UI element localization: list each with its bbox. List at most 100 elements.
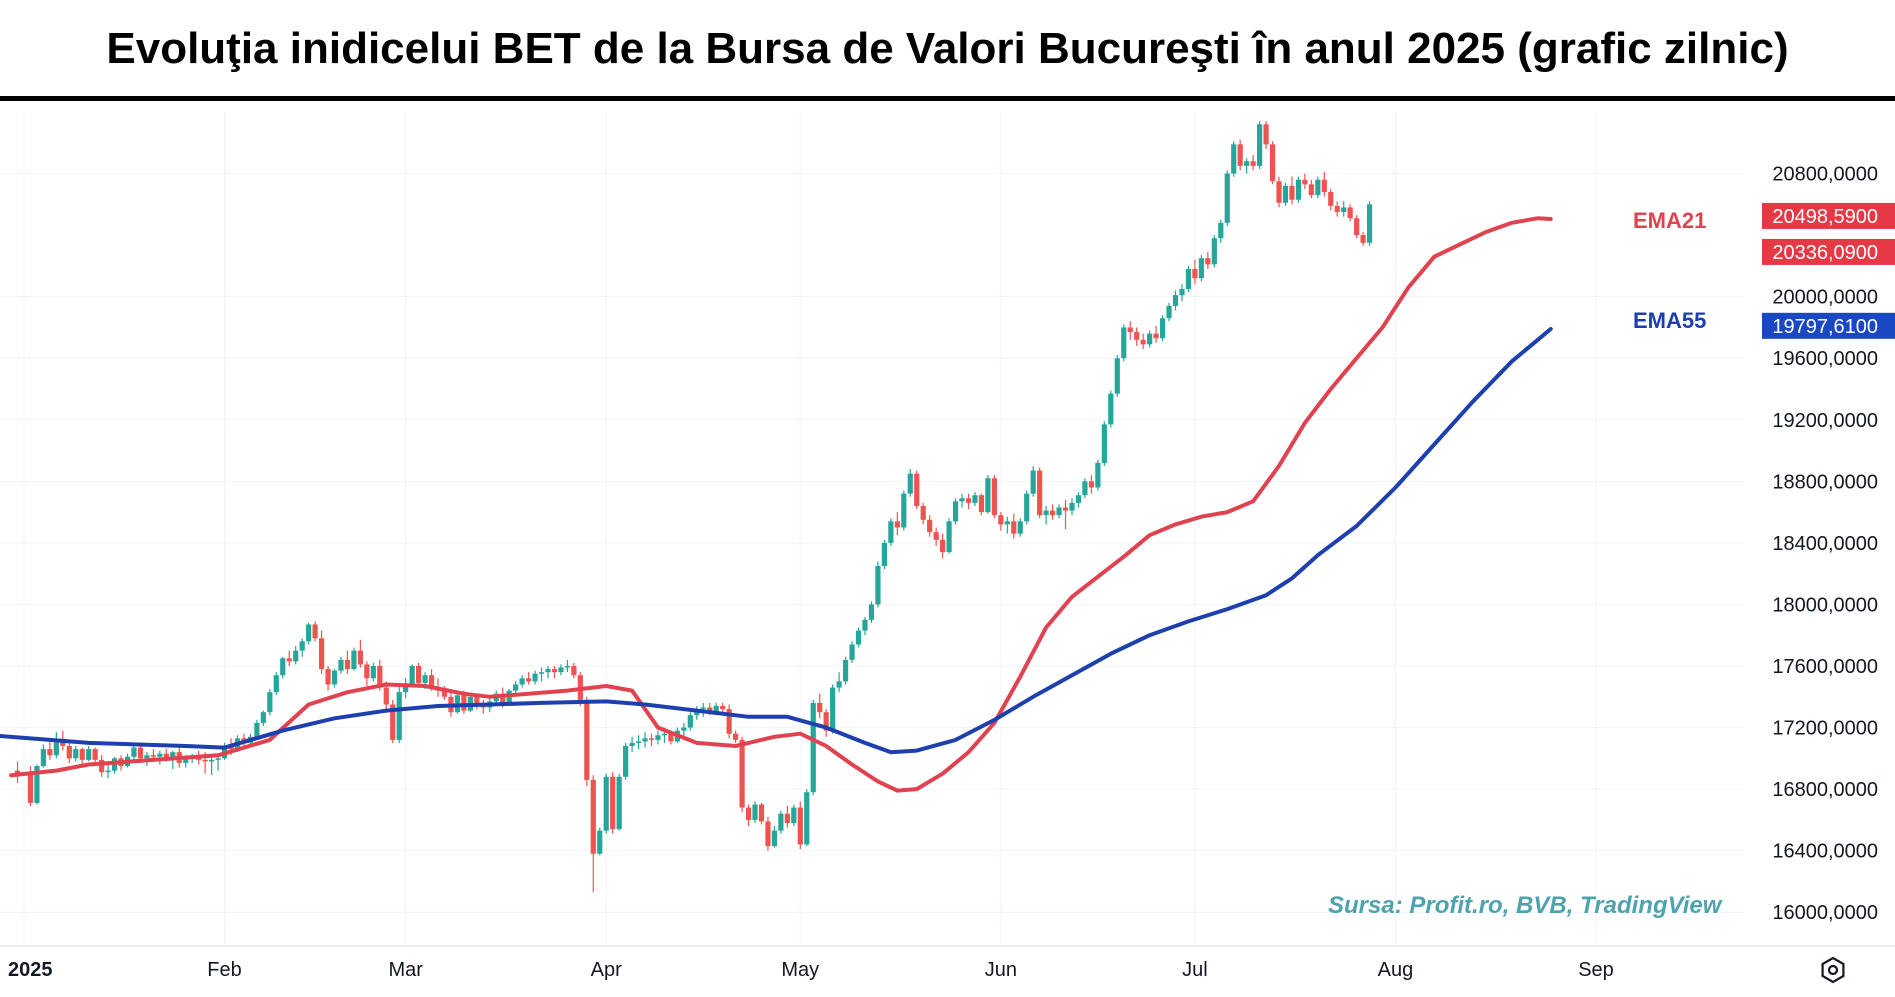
candle-down	[344, 659, 351, 670]
title-divider	[0, 96, 1895, 101]
last-close-price-tag-bg	[1762, 238, 1895, 265]
candle-down	[325, 669, 331, 685]
candle-up	[144, 755, 150, 759]
candle-up	[681, 727, 687, 731]
candle-down	[978, 495, 985, 513]
candle-down	[1205, 258, 1211, 265]
candle-down	[416, 666, 422, 683]
ema55-price-tag-bg	[1762, 312, 1895, 339]
candle-up	[810, 702, 816, 793]
candle-down	[1127, 327, 1133, 333]
time-axis: 2025 Feb Mar Apr May Jun Jul Aug Sep	[0, 945, 1895, 981]
candle-up	[1282, 185, 1289, 203]
candle-up	[409, 666, 415, 685]
candle-down	[1192, 268, 1198, 279]
candle-down	[500, 693, 506, 705]
candle-down	[1062, 507, 1069, 511]
last-close-price-tag: 20336,0900	[1772, 242, 1878, 264]
candle-up	[629, 742, 635, 747]
candle-down	[610, 776, 616, 830]
candle-down	[1276, 181, 1282, 203]
candle-down	[137, 747, 144, 759]
candle-up	[1244, 161, 1250, 166]
candle-up	[985, 478, 991, 513]
candle-down	[474, 696, 480, 705]
y-tick-label: 16800,0000	[1772, 779, 1878, 801]
candle-up	[635, 741, 642, 743]
candle-down	[163, 753, 169, 759]
candle-up	[1295, 179, 1302, 200]
candle-up	[972, 495, 978, 503]
settings-gear-icon[interactable]	[1821, 956, 1845, 984]
candle-up	[623, 746, 629, 777]
x-tick-label: Apr	[591, 959, 622, 981]
candle-up	[1166, 305, 1172, 319]
candle-down	[525, 678, 532, 682]
price-axis: 16000,0000 16400,0000 16800,0000 17200,0000…	[1772, 164, 1878, 925]
candle-down	[461, 695, 467, 711]
candle-up	[1017, 521, 1023, 534]
candle-up	[306, 624, 312, 642]
candle-up	[661, 733, 668, 736]
candle-up	[370, 666, 376, 679]
candle-down	[1088, 481, 1095, 488]
candle-down	[1263, 124, 1269, 145]
candle-up	[849, 644, 855, 660]
candle-down	[933, 532, 939, 540]
price-tags: 20498,5900 20336,0900 19797,6100 EMA21 EMA55	[1633, 202, 1895, 339]
candle-up	[907, 473, 913, 494]
candle-down	[1347, 207, 1353, 219]
candle-up	[209, 759, 215, 762]
candle-up	[836, 681, 842, 688]
y-tick-label: 18000,0000	[1772, 594, 1878, 616]
x-tick-label: Feb	[207, 959, 241, 981]
candle-up	[597, 830, 603, 854]
candle-up	[183, 758, 189, 763]
candle-down	[383, 687, 389, 705]
x-tick-label: Jun	[985, 959, 1017, 981]
candle-up	[564, 666, 571, 668]
y-tick-label: 18800,0000	[1772, 471, 1878, 493]
candle-down	[377, 666, 383, 688]
candle-down	[991, 478, 997, 516]
candle-down	[1037, 470, 1043, 516]
candle-up	[422, 675, 428, 683]
candle-down	[1289, 185, 1295, 200]
candle-down	[312, 624, 318, 639]
x-tick-label: 2025	[8, 959, 53, 981]
candle-up	[1315, 179, 1321, 196]
candle-down	[60, 739, 66, 747]
candle-down	[733, 733, 739, 740]
candle-down	[1237, 144, 1243, 166]
x-tick-label: May	[781, 959, 819, 981]
candle-up	[778, 813, 784, 831]
candle-down	[784, 813, 790, 823]
ema21-price-tag: 20498,5900	[1772, 206, 1878, 228]
candle-up	[655, 735, 661, 740]
candle-down	[92, 749, 98, 760]
x-tick-label: Aug	[1378, 959, 1414, 981]
candle-down	[965, 498, 972, 503]
candle-down	[648, 738, 655, 740]
candle-up	[513, 684, 519, 691]
candle-down	[551, 669, 558, 673]
y-tick-label: 16000,0000	[1772, 902, 1878, 924]
ema55-label: EMA55	[1633, 308, 1706, 333]
candle-up	[545, 669, 551, 673]
candle-down	[745, 807, 752, 820]
candle-up	[519, 678, 525, 685]
candle-up	[1101, 424, 1107, 463]
candle-up	[558, 667, 564, 673]
candle-down	[720, 706, 726, 710]
candle-down	[571, 666, 577, 676]
candle-down	[1328, 192, 1334, 206]
y-tick-label: 20000,0000	[1772, 287, 1878, 309]
candle-down	[150, 755, 156, 757]
candle-up	[40, 749, 47, 767]
candle-up	[1366, 204, 1373, 243]
candle-down	[1321, 179, 1327, 193]
candle-up	[86, 749, 92, 760]
candle-up	[771, 830, 778, 847]
candle-up	[1056, 507, 1062, 516]
candle-up	[1069, 502, 1075, 511]
